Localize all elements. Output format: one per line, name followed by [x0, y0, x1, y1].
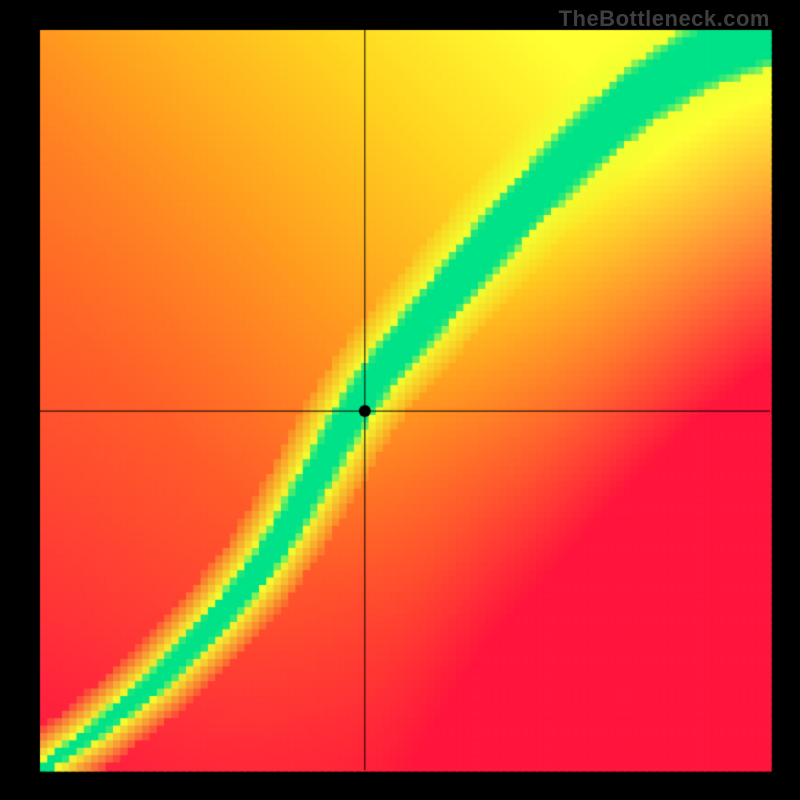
watermark-text: TheBottleneck.com	[559, 6, 770, 32]
bottleneck-heatmap	[0, 0, 800, 800]
